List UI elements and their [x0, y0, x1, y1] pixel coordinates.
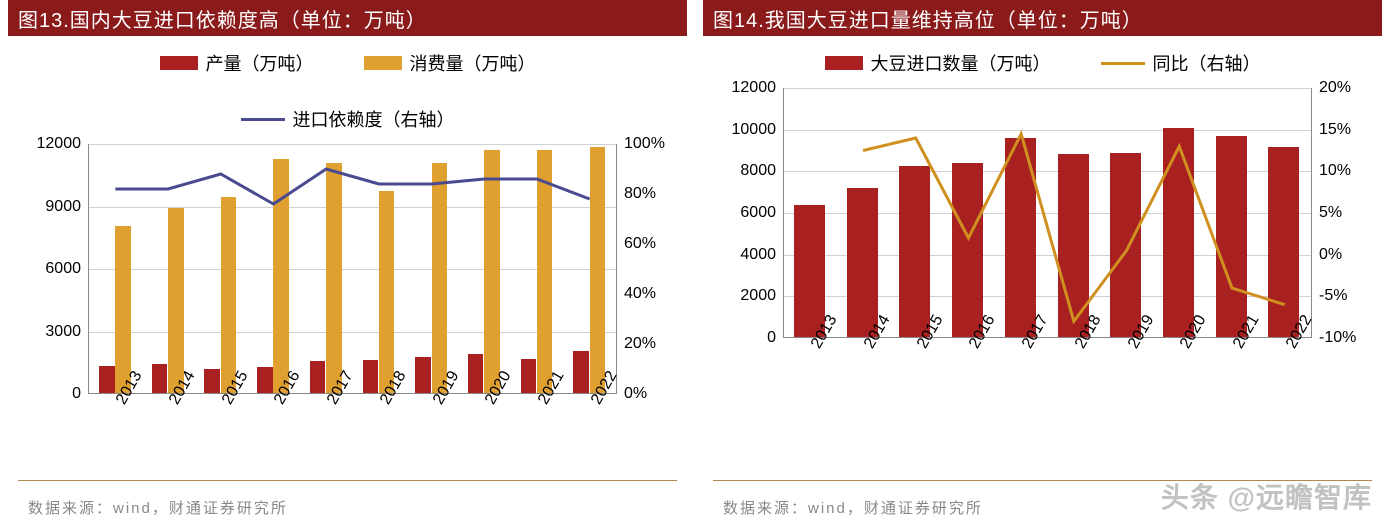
y-tick-left: 0: [72, 385, 89, 403]
right-title: 图14.我国大豆进口量维持高位（单位：万吨）: [703, 0, 1382, 36]
watermark: 头条 @远瞻智库: [1161, 476, 1372, 516]
legend-item: 进口依赖度（右轴）: [241, 106, 455, 132]
y-tick-right: -10%: [1311, 329, 1356, 347]
y-tick-right: -5%: [1311, 287, 1347, 305]
left-legend: 产量（万吨） 消费量（万吨） 进口依赖度（右轴）: [8, 36, 687, 138]
right-legend: 大豆进口数量（万吨） 同比（右轴）: [703, 36, 1382, 82]
legend-item: 产量（万吨）: [160, 50, 314, 76]
legend-item: 消费量（万吨）: [364, 50, 536, 76]
legend-swatch-bar: [825, 56, 863, 70]
y-tick-right: 10%: [1311, 162, 1351, 180]
legend-label: 进口依赖度（右轴）: [293, 106, 455, 132]
y-tick-right: 80%: [616, 185, 656, 203]
legend-label: 大豆进口数量（万吨）: [871, 50, 1051, 76]
left-title: 图13.国内大豆进口依赖度高（单位：万吨）: [8, 0, 687, 36]
y-tick-left: 4000: [740, 246, 784, 264]
y-tick-right: 0%: [1311, 246, 1342, 264]
y-tick-right: 0%: [616, 385, 647, 403]
legend-item: 大豆进口数量（万吨）: [825, 50, 1051, 76]
left-plot: 0300060009000120000%20%40%60%80%100%2013…: [88, 144, 617, 394]
y-tick-left: 12000: [37, 135, 90, 153]
y-tick-right: 15%: [1311, 121, 1351, 139]
y-tick-left: 12000: [732, 79, 785, 97]
y-tick-right: 40%: [616, 285, 656, 303]
y-tick-left: 10000: [732, 121, 785, 139]
left-panel: 图13.国内大豆进口依赖度高（单位：万吨） 产量（万吨） 消费量（万吨） 进口依赖度…: [0, 0, 695, 526]
legend-swatch-bar: [364, 56, 402, 70]
line-series: [784, 88, 1311, 337]
right-chart: 0 2000 4000 6000 8000 10000 12000 -10% -5% 0% 5% 10…: [713, 82, 1372, 428]
legend-swatch-line: [1101, 62, 1145, 65]
y-tick-left: 6000: [740, 204, 784, 222]
y-tick-left: 0: [767, 329, 784, 347]
y-tick-right: 5%: [1311, 204, 1342, 222]
y-tick-left: 2000: [740, 287, 784, 305]
legend-swatch-line: [241, 118, 285, 121]
y-tick-left: 6000: [45, 260, 89, 278]
legend-label: 同比（右轴）: [1153, 50, 1261, 76]
right-panel: 图14.我国大豆进口量维持高位（单位：万吨） 大豆进口数量（万吨）同比（右轴） …: [695, 0, 1390, 526]
legend-label: 产量（万吨）: [206, 50, 314, 76]
y-tick-left: 3000: [45, 323, 89, 341]
legend-item: 同比（右轴）: [1101, 50, 1261, 76]
legend-swatch-bar: [160, 56, 198, 70]
y-tick-right: 20%: [616, 335, 656, 353]
y-tick-right: 100%: [616, 135, 665, 153]
left-source: 数据来源：wind，财通证券研究所: [18, 480, 677, 526]
y-tick-right: 20%: [1311, 79, 1351, 97]
right-plot: 020004000600080001000012000-10%-5%0%5%10…: [783, 88, 1312, 338]
line-series: [89, 144, 616, 393]
legend-label: 消费量（万吨）: [410, 50, 536, 76]
y-tick-right: 60%: [616, 235, 656, 253]
y-tick-left: 8000: [740, 162, 784, 180]
y-tick-left: 9000: [45, 198, 89, 216]
left-chart: 0300060009000120000%20%40%60%80%100%2013…: [18, 138, 677, 428]
